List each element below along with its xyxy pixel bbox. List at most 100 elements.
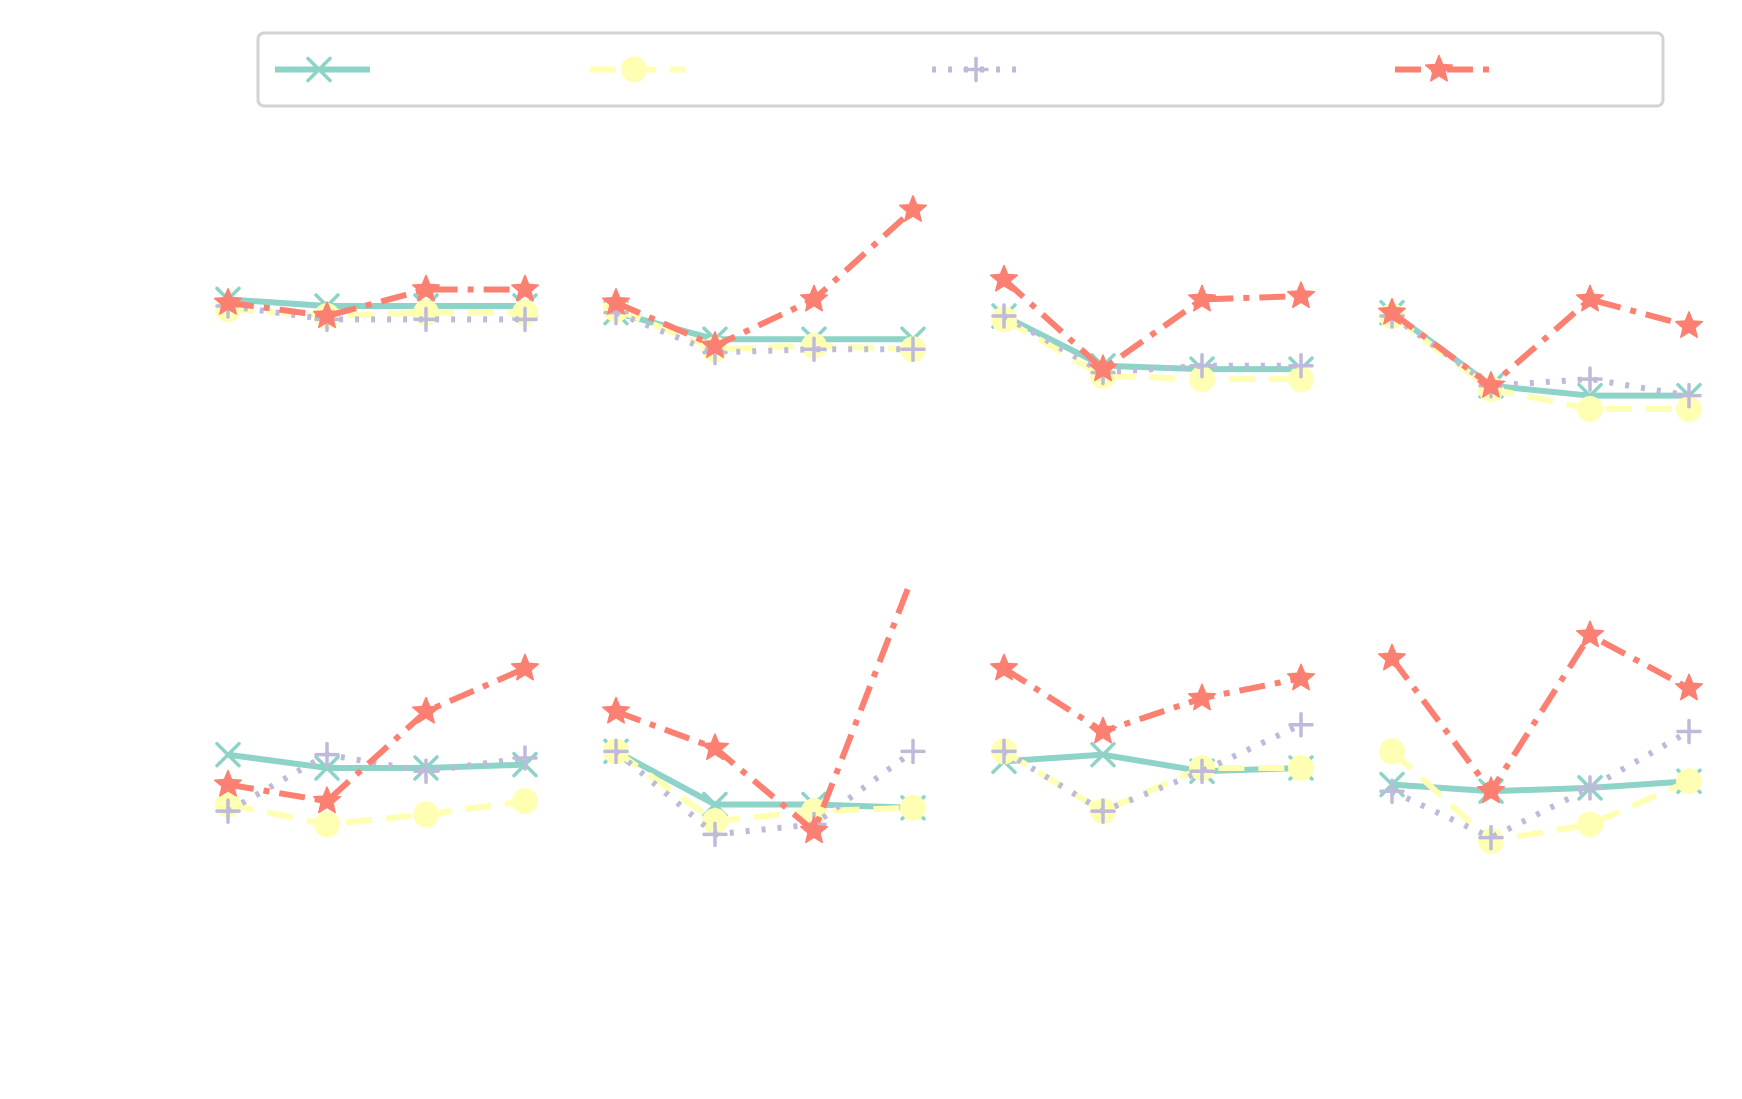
legend-entry-1 <box>275 56 370 83</box>
data-point-plus-icon <box>1288 353 1314 379</box>
subplot-2 <box>601 195 928 366</box>
data-point-star-icon <box>1286 281 1316 309</box>
data-point-star-icon <box>601 696 631 724</box>
series-4 <box>213 653 540 814</box>
series-4 <box>1377 620 1704 804</box>
data-point-star-icon <box>700 331 730 358</box>
subplot-grid <box>213 195 1704 854</box>
data-point-circle-icon <box>1288 366 1314 393</box>
subplot-7 <box>989 653 1316 825</box>
data-point-plus-icon <box>1090 798 1116 824</box>
plot-area <box>601 588 926 848</box>
data-point-plus-icon <box>1189 353 1215 379</box>
series-line <box>1002 748 1301 815</box>
data-point-circle-icon <box>413 801 439 828</box>
data-point-plus-icon <box>314 741 340 768</box>
data-point-x-icon <box>314 755 340 781</box>
data-point-circle-icon <box>1288 754 1314 781</box>
data-point-plus-icon <box>1577 366 1603 392</box>
legend-star-icon <box>1424 54 1454 82</box>
series-4 <box>989 653 1316 744</box>
data-point-star-icon <box>799 284 829 312</box>
series-line <box>1391 778 1690 795</box>
data-point-plus-icon <box>413 306 439 333</box>
data-point-star-icon <box>989 264 1019 292</box>
subplot-6 <box>601 588 926 848</box>
data-point-plus-icon <box>1478 824 1504 851</box>
plot-area <box>1377 284 1704 422</box>
series-line <box>227 303 525 323</box>
data-point-star-icon <box>1674 673 1704 701</box>
data-point-circle-icon <box>702 808 728 835</box>
series-line <box>614 748 914 811</box>
data-point-star-icon <box>1476 776 1506 804</box>
data-point-circle-icon <box>1577 811 1603 838</box>
data-point-star-icon <box>1088 716 1118 744</box>
legend-entry-2 <box>590 56 685 83</box>
data-point-star-icon <box>799 816 829 844</box>
series-line <box>227 751 526 771</box>
series-line <box>614 748 915 838</box>
series-line <box>1390 296 1690 389</box>
legend-circle-icon <box>621 56 647 83</box>
series-line <box>1002 316 1301 383</box>
series-line <box>227 665 527 805</box>
plot-area <box>989 653 1316 825</box>
series-4 <box>1377 284 1704 398</box>
data-point-star-icon <box>1088 354 1118 382</box>
subplot-8 <box>1377 620 1704 854</box>
plot-area <box>213 653 540 838</box>
subplot-1 <box>213 274 540 333</box>
data-point-circle-icon <box>1189 366 1215 393</box>
data-point-x-icon <box>1090 741 1116 768</box>
data-point-x-icon <box>215 741 241 768</box>
data-point-plus-icon <box>1676 382 1702 409</box>
plot-area <box>989 264 1316 393</box>
series-line <box>614 748 914 825</box>
data-point-star-icon <box>700 733 730 761</box>
series-4 <box>989 264 1316 382</box>
data-point-star-icon <box>1377 297 1407 325</box>
subplot-3 <box>989 264 1316 393</box>
data-point-star-icon <box>1476 370 1506 398</box>
data-point-star-icon <box>1187 683 1217 711</box>
data-point-plus-icon <box>603 738 629 765</box>
data-point-star-icon <box>411 274 441 302</box>
data-point-star-icon <box>312 301 342 329</box>
data-point-star-icon <box>312 786 342 814</box>
legend-frame <box>256 31 1665 108</box>
legend-entry-3 <box>932 56 1027 83</box>
legend-entry-4 <box>1395 54 1490 82</box>
data-point-star-icon <box>411 696 441 724</box>
series-line <box>1001 277 1302 373</box>
subplot-4 <box>1377 284 1704 422</box>
data-point-plus-icon <box>1288 712 1314 738</box>
data-point-plus-icon <box>801 336 827 362</box>
data-point-plus-icon <box>900 336 926 362</box>
data-point-star-icon <box>898 195 928 222</box>
data-point-star-icon <box>601 287 631 315</box>
series-line <box>1002 313 1301 376</box>
data-point-plus-icon <box>215 798 241 824</box>
data-point-star-icon <box>1575 284 1605 312</box>
series-4 <box>601 588 912 844</box>
series-3 <box>991 712 1314 824</box>
data-point-plus-icon <box>1577 775 1603 801</box>
data-point-plus-icon <box>991 303 1017 329</box>
data-point-star-icon <box>989 653 1019 681</box>
data-point-plus-icon <box>1676 718 1702 745</box>
series-4 <box>213 274 540 329</box>
plot-area <box>601 195 928 366</box>
data-point-star-icon <box>1187 284 1217 312</box>
data-point-star-icon <box>1377 643 1407 671</box>
series-line <box>614 588 912 835</box>
data-point-circle-icon <box>314 811 340 838</box>
series-line <box>1003 751 1302 775</box>
plot-area <box>1377 620 1704 854</box>
plot-area <box>213 274 540 333</box>
data-point-circle-icon <box>512 788 538 815</box>
series-line <box>227 296 525 310</box>
data-point-plus-icon <box>991 738 1017 765</box>
